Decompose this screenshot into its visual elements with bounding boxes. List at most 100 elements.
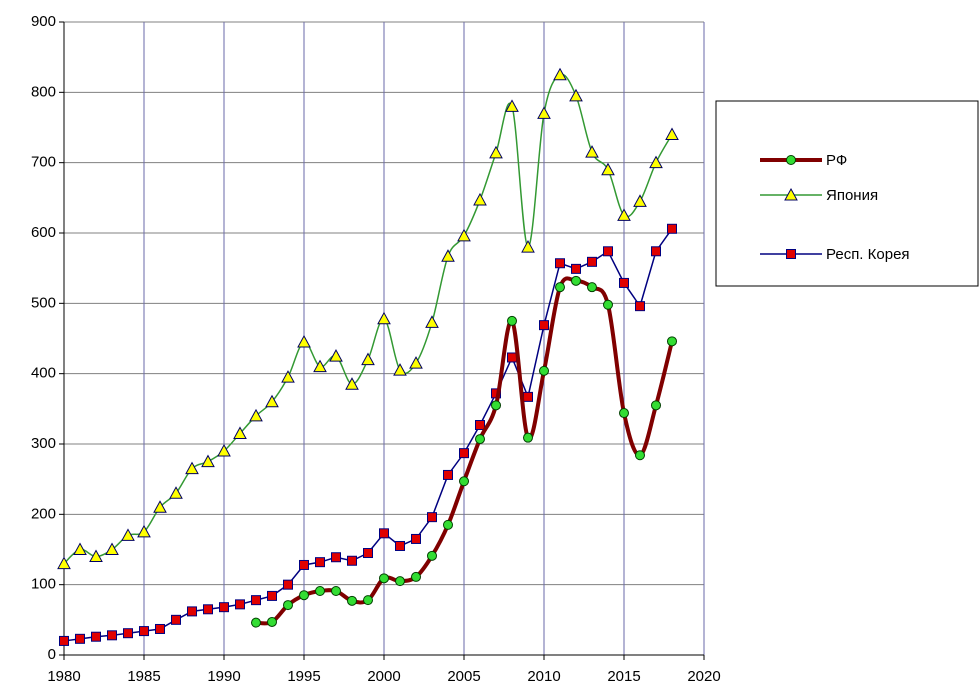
point: [667, 336, 677, 347]
point: [459, 448, 469, 459]
point: [283, 579, 293, 590]
point: [665, 127, 679, 141]
point: [299, 559, 309, 570]
point: [267, 590, 277, 601]
x-tick-label: 1995: [287, 668, 320, 685]
point: [459, 476, 469, 487]
y-tick-label: 800: [31, 83, 56, 100]
point: [347, 555, 357, 566]
point: [363, 595, 373, 606]
point: [379, 528, 389, 539]
y-tick-label: 400: [31, 365, 56, 382]
y-tick-label: 200: [31, 505, 56, 522]
point: [443, 469, 453, 480]
point: [313, 359, 327, 373]
point: [523, 391, 533, 402]
y-tick-label: 700: [31, 154, 56, 171]
point: [555, 258, 565, 269]
point: [617, 208, 631, 221]
y-tick-label: 0: [48, 646, 56, 663]
point: [603, 246, 613, 257]
point: [363, 548, 373, 559]
point: [331, 585, 341, 596]
y-tick-label: 500: [31, 294, 56, 311]
point: [475, 434, 485, 445]
point: [395, 540, 405, 551]
point: [539, 365, 549, 376]
point: [489, 145, 503, 159]
point: [251, 617, 261, 628]
y-tick-label: 300: [31, 435, 56, 452]
point: [347, 595, 357, 606]
point: [651, 400, 661, 411]
point: [153, 500, 167, 513]
point: [361, 352, 375, 366]
point: [441, 249, 455, 262]
point: [649, 155, 663, 169]
point: [651, 246, 661, 257]
y-tick-label: 900: [31, 13, 56, 30]
point: [123, 628, 133, 639]
series-line: [63, 228, 673, 642]
point: [57, 556, 71, 570]
x-tick-label: 2010: [527, 668, 560, 685]
point: [201, 454, 215, 468]
point: [521, 240, 535, 253]
point: [411, 533, 421, 544]
point: [633, 194, 647, 207]
point: [329, 349, 343, 362]
point: [235, 599, 245, 610]
point: [571, 275, 581, 286]
point: [267, 616, 277, 627]
point: [393, 363, 407, 376]
point: [571, 263, 581, 274]
point: [523, 432, 533, 443]
y-tick-label: 100: [31, 576, 56, 593]
point: [395, 576, 405, 587]
point: [219, 602, 229, 613]
x-tick-label: 1980: [47, 668, 80, 685]
point: [281, 370, 295, 383]
point: [75, 633, 85, 644]
point: [265, 394, 279, 408]
point: [635, 450, 645, 461]
point: [315, 585, 325, 596]
x-tick-label: 2020: [687, 668, 720, 685]
point: [187, 606, 197, 617]
point: [539, 320, 549, 331]
point: [443, 519, 453, 530]
point: [635, 301, 645, 312]
point: [283, 600, 293, 611]
point: [297, 334, 311, 348]
point: [601, 162, 615, 176]
point: [619, 408, 629, 419]
point: [73, 542, 87, 555]
y-tick-label: 600: [31, 224, 56, 241]
point: [91, 631, 101, 642]
point: [784, 187, 798, 201]
point: [59, 635, 69, 646]
point: [185, 461, 199, 475]
point: [786, 249, 796, 259]
legend-label: РФ: [826, 152, 847, 169]
point: [587, 256, 597, 267]
x-tick-label: 2000: [367, 668, 400, 685]
point: [121, 528, 135, 541]
point: [409, 356, 423, 369]
point: [299, 590, 309, 601]
point: [427, 550, 437, 561]
point: [553, 67, 567, 81]
point: [377, 311, 391, 325]
grid: [59, 21, 705, 660]
point: [537, 106, 551, 119]
point: [379, 573, 389, 584]
point: [507, 352, 517, 363]
point: [569, 88, 583, 102]
point: [251, 595, 261, 606]
series-line: [63, 73, 673, 565]
point: [217, 443, 231, 457]
point: [169, 486, 183, 499]
point: [603, 299, 613, 310]
x-tick-label: 2015: [607, 668, 640, 685]
